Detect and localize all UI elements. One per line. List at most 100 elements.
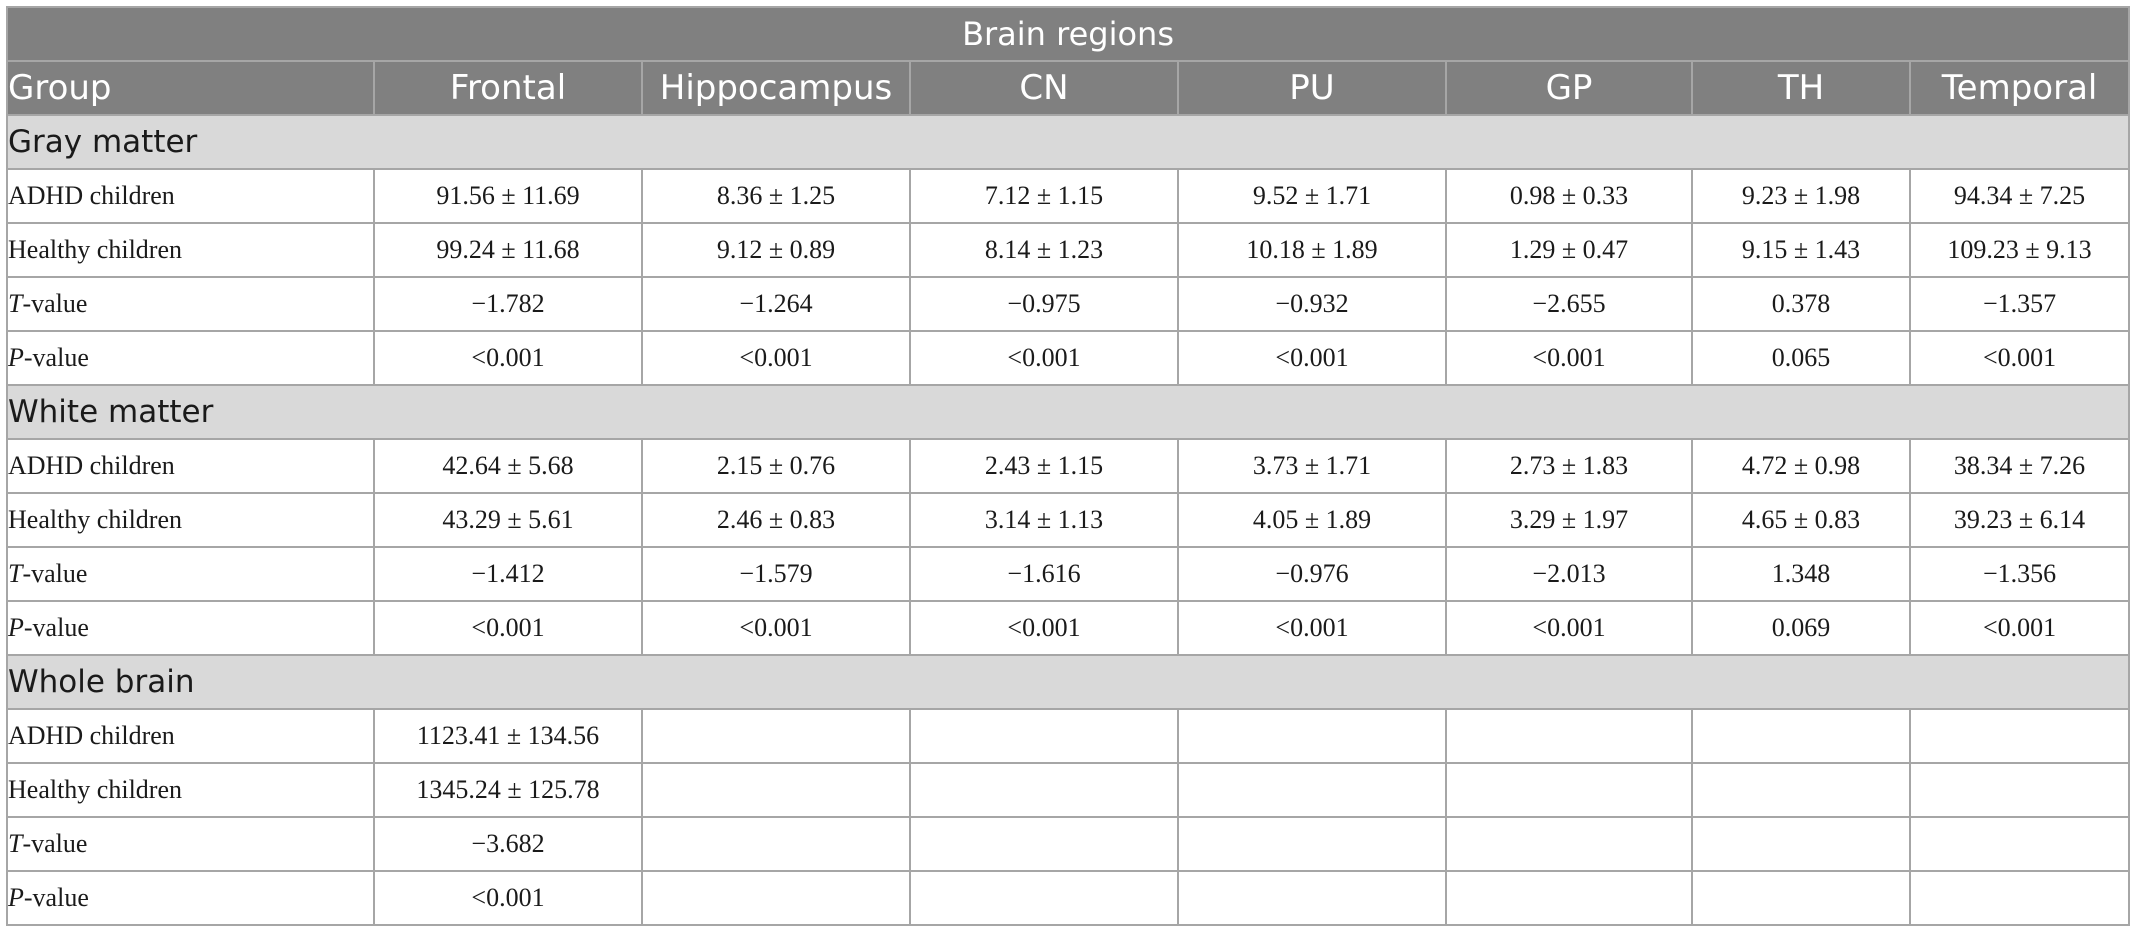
- table-cell: −0.975: [909, 276, 1179, 332]
- table-cell: 7.12 ± 1.15: [909, 168, 1179, 224]
- table-cell: [1691, 870, 1911, 926]
- table-row: T-value −3.682: [6, 816, 2131, 872]
- table-cell: [1177, 762, 1447, 818]
- table-row: Healthy children 1345.24 ± 125.78: [6, 762, 2131, 818]
- section-row: White matter: [5, 384, 2131, 440]
- table-cell: −1.356: [1908, 546, 2131, 602]
- table-cell: 91.56 ± 11.69: [373, 168, 643, 224]
- table-cell: −1.579: [641, 546, 911, 602]
- table-cell: 39.23 ± 6.14: [1908, 492, 2131, 548]
- table-cell: 4.72 ± 0.98: [1691, 438, 1911, 494]
- table-cell: 3.14 ± 1.13: [909, 492, 1179, 548]
- table-cell: −0.976: [1177, 546, 1447, 602]
- section-title: White matter: [5, 384, 2131, 440]
- row-label-suffix: -value: [22, 289, 88, 318]
- table-cell: [1177, 708, 1447, 764]
- table-cell: [1691, 762, 1911, 818]
- table-row: P-value <0.001 <0.001 <0.001 <0.001 <0.001 0.0…: [6, 600, 2131, 656]
- column-header-temporal: Temporal: [1908, 60, 2131, 116]
- table-cell: 4.65 ± 0.83: [1691, 492, 1911, 548]
- table-cell: <0.001: [909, 600, 1179, 656]
- row-label-suffix: -value: [23, 613, 89, 642]
- table-cell: 9.15 ± 1.43: [1691, 222, 1911, 278]
- table-cell: 94.34 ± 7.25: [1908, 168, 2131, 224]
- table-cell: [1908, 870, 2131, 926]
- table-cell: 38.34 ± 7.26: [1908, 438, 2131, 494]
- table-cell: −1.412: [373, 546, 643, 602]
- super-header-row: Brain regions: [5, 6, 2131, 62]
- table-cell: 42.64 ± 5.68: [373, 438, 643, 494]
- table-cell: [641, 870, 911, 926]
- table-cell: [909, 870, 1179, 926]
- table-cell: [641, 708, 911, 764]
- table-cell: [1908, 816, 2131, 872]
- section-row: Gray matter: [5, 114, 2131, 170]
- table-cell: <0.001: [373, 870, 643, 926]
- table-cell: −1.782: [373, 276, 643, 332]
- table-cell: 4.05 ± 1.89: [1177, 492, 1447, 548]
- table-row: ADHD children 91.56 ± 11.69 8.36 ± 1.25 7.1…: [6, 168, 2131, 224]
- table-cell: [909, 762, 1179, 818]
- column-header-th: TH: [1691, 60, 1911, 116]
- table-cell: [641, 762, 911, 818]
- section-title: Gray matter: [5, 114, 2131, 170]
- table-cell: −1.264: [641, 276, 911, 332]
- row-label: P-value: [6, 600, 375, 656]
- table-cell: [1177, 870, 1447, 926]
- table-cell: 1345.24 ± 125.78: [373, 762, 643, 818]
- row-label-letter: T: [8, 289, 23, 318]
- row-label: ADHD children: [6, 708, 375, 764]
- table-cell: 0.069: [1691, 600, 1911, 656]
- column-header-frontal: Frontal: [373, 60, 643, 116]
- row-label: Healthy children: [6, 492, 375, 548]
- table-cell: <0.001: [641, 330, 911, 386]
- row-label: Healthy children: [6, 762, 375, 818]
- table-row: P-value <0.001 <0.001 <0.001 <0.001 <0.001 0.0…: [6, 330, 2131, 386]
- brain-regions-table: Brain regions Group Frontal Hippocampus …: [5, 6, 2131, 926]
- column-header-hippocampus: Hippocampus: [641, 60, 911, 116]
- table-cell: <0.001: [373, 600, 643, 656]
- section-row: Whole brain: [5, 654, 2131, 710]
- table-cell: [1908, 762, 2131, 818]
- table-cell: <0.001: [1445, 600, 1693, 656]
- table-cell: 2.43 ± 1.15: [909, 438, 1179, 494]
- super-header: Brain regions: [5, 6, 2131, 62]
- table-cell: 10.18 ± 1.89: [1177, 222, 1447, 278]
- row-label-letter: T: [8, 559, 23, 588]
- table-cell: [1445, 816, 1693, 872]
- table-row: Healthy children 99.24 ± 11.68 9.12 ± 0.89…: [6, 222, 2131, 278]
- row-label-letter: P: [8, 883, 24, 912]
- table-cell: [1445, 870, 1693, 926]
- table-cell: <0.001: [1445, 330, 1693, 386]
- table-cell: 9.23 ± 1.98: [1691, 168, 1911, 224]
- table-cell: −2.013: [1445, 546, 1693, 602]
- table-cell: 9.52 ± 1.71: [1177, 168, 1447, 224]
- table-cell: <0.001: [641, 600, 911, 656]
- row-label: T-value: [6, 816, 375, 872]
- table-cell: <0.001: [909, 330, 1179, 386]
- table-cell: 3.29 ± 1.97: [1445, 492, 1693, 548]
- row-label: ADHD children: [6, 168, 375, 224]
- row-label: T-value: [6, 546, 375, 602]
- table-cell: 43.29 ± 5.61: [373, 492, 643, 548]
- table-cell: 1.348: [1691, 546, 1911, 602]
- column-header-cn: CN: [909, 60, 1179, 116]
- table-cell: <0.001: [1908, 330, 2131, 386]
- table-body: Gray matter ADHD children 91.56 ± 11.69 8.3…: [5, 114, 2131, 926]
- row-label: Healthy children: [6, 222, 375, 278]
- table-cell: 1.29 ± 0.47: [1445, 222, 1693, 278]
- table-cell: 1123.41 ± 134.56: [373, 708, 643, 764]
- table-cell: [1691, 816, 1911, 872]
- table-cell: [909, 708, 1179, 764]
- table-cell: <0.001: [1177, 600, 1447, 656]
- table-cell: <0.001: [1908, 600, 2131, 656]
- column-header-pu: PU: [1177, 60, 1447, 116]
- table-cell: <0.001: [1177, 330, 1447, 386]
- table-cell: [1691, 708, 1911, 764]
- column-header-row: Group Frontal Hippocampus CN PU GP TH Te…: [6, 60, 2131, 116]
- row-label: P-value: [6, 330, 375, 386]
- table-row: Healthy children 43.29 ± 5.61 2.46 ± 0.83 3…: [6, 492, 2131, 548]
- table-cell: 2.73 ± 1.83: [1445, 438, 1693, 494]
- table-row: ADHD children 1123.41 ± 134.56: [6, 708, 2131, 764]
- table-cell: [641, 816, 911, 872]
